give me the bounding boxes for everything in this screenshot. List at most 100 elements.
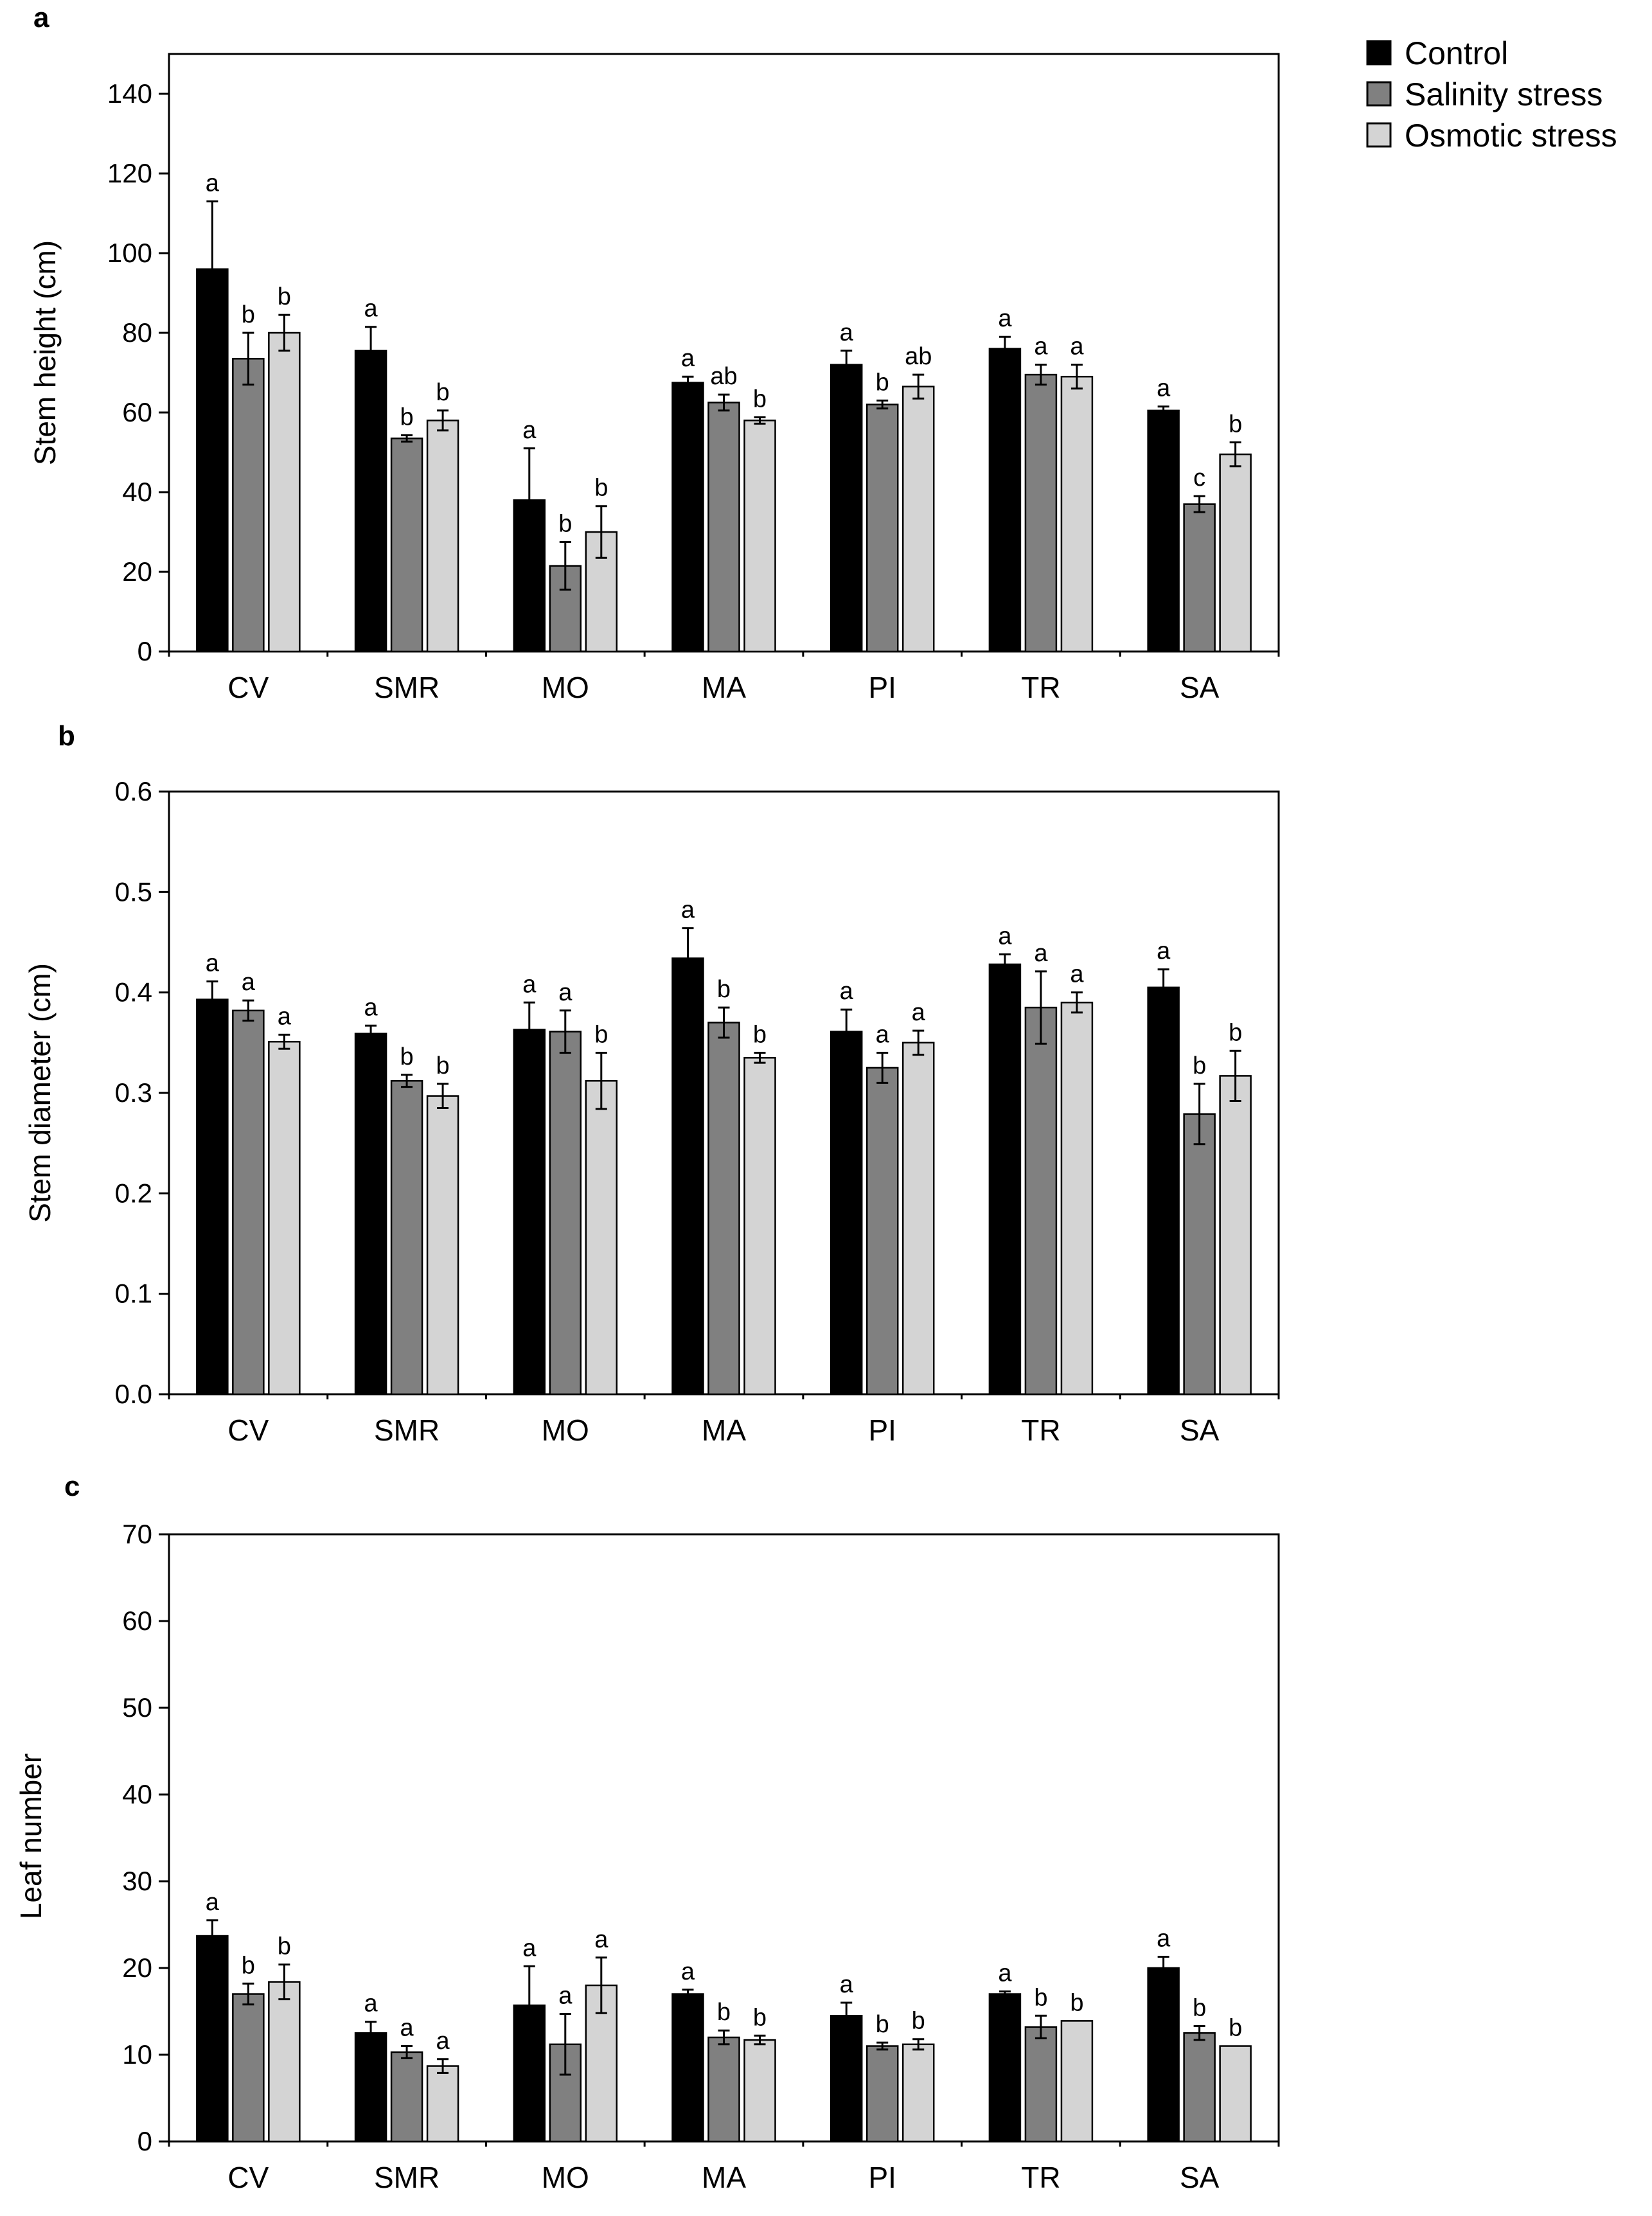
bar: [1024, 1006, 1058, 1396]
bar: [988, 348, 1022, 653]
category-label: TR: [1021, 1414, 1060, 1447]
y-tick-label: 0: [138, 636, 152, 666]
category-label: SA: [1180, 2161, 1220, 2194]
significance-letter: a: [840, 978, 854, 1005]
significance-letter: b: [1070, 1989, 1083, 2016]
significance-letter: a: [1157, 938, 1171, 965]
significance-letter: b: [1193, 1994, 1206, 2021]
bar: [1147, 409, 1180, 653]
bar: [549, 1031, 582, 1396]
bar: [1024, 2026, 1058, 2143]
significance-letter: b: [912, 2008, 925, 2035]
significance-letter: a: [400, 2015, 414, 2042]
bar: [707, 402, 740, 653]
y-tick-label: 0: [138, 2126, 152, 2156]
bar: [354, 2032, 387, 2143]
significance-letter: b: [753, 1021, 767, 1048]
bar: [743, 2039, 776, 2143]
y-tick-label: 140: [107, 78, 152, 109]
bar: [1183, 503, 1216, 653]
category-label: MA: [702, 1414, 746, 1447]
panel-letter-a: a: [33, 2, 49, 33]
significance-letter: a: [1070, 961, 1084, 988]
bar: [232, 1993, 265, 2143]
significance-letter: a: [436, 2028, 450, 2055]
significance-letter: b: [594, 475, 608, 502]
bar: [1183, 2032, 1216, 2143]
bar: [585, 1079, 618, 1396]
bar: [1060, 2020, 1094, 2143]
bar: [1060, 1002, 1094, 1396]
bar: [196, 998, 229, 1396]
y-tick-label: 0.1: [115, 1279, 152, 1309]
significance-letter: a: [206, 950, 220, 977]
y-tick-label: 0.5: [115, 876, 152, 907]
significance-letter: a: [1034, 940, 1048, 967]
significance-letter: b: [753, 2004, 767, 2031]
significance-letter: a: [558, 979, 573, 1006]
bar: [743, 1057, 776, 1396]
panel-letter-c: c: [64, 1471, 80, 1502]
y-tick-label: 50: [122, 1692, 152, 1723]
bar: [426, 1095, 459, 1396]
bar: [1060, 375, 1094, 653]
bar: [232, 1009, 265, 1396]
significance-letter: b: [1034, 1984, 1047, 2011]
significance-letter: a: [1157, 1925, 1171, 1952]
significance-letter: a: [840, 319, 854, 346]
significance-letter: a: [522, 417, 537, 444]
y-tick-label: 0.0: [115, 1379, 152, 1409]
bar: [426, 420, 459, 653]
significance-letter: b: [753, 386, 767, 412]
significance-letter: a: [1157, 375, 1171, 402]
y-axis-title-a: Stem height (cm): [28, 240, 62, 465]
y-axis-c: 0 10 20 30 40 50 60 70: [122, 1519, 169, 2156]
x-axis-a: CV SMR MO MA PI TR SA: [168, 652, 1280, 704]
y-tick-label: 0.4: [115, 977, 152, 1007]
significance-letter: a: [558, 1983, 573, 2010]
significance-letter: a: [998, 305, 1012, 332]
significance-letter: a: [1070, 333, 1084, 360]
category-label: PI: [868, 1414, 896, 1447]
y-tick-label: 80: [122, 317, 152, 348]
legend-label-salinity: Salinity stress: [1405, 76, 1603, 112]
significance-letter: ab: [905, 343, 932, 370]
bar: [1147, 986, 1180, 1396]
significance-letter: b: [1229, 411, 1242, 438]
legend-label-osmotic: Osmotic stress: [1405, 118, 1617, 154]
bar: [866, 2045, 899, 2143]
bar: [390, 2051, 423, 2143]
significance-letter: a: [912, 999, 926, 1026]
significance-letter: b: [1229, 1019, 1242, 1046]
category-label: TR: [1021, 2161, 1060, 2194]
category-label: MA: [702, 2161, 746, 2194]
significance-letter: b: [1229, 2015, 1242, 2042]
significance-letter: a: [998, 1960, 1012, 1987]
significance-letter: a: [681, 1958, 695, 1985]
bar: [901, 386, 935, 653]
bar: [196, 268, 229, 653]
bar: [268, 1981, 301, 2143]
significance-letter: b: [278, 1933, 291, 1960]
bar: [1219, 1075, 1252, 1396]
y-tick-label: 20: [122, 1953, 152, 1983]
legend-swatch-control: [1366, 40, 1392, 66]
significance-letter: b: [558, 511, 572, 538]
category-label: SMR: [374, 1414, 440, 1447]
bar: [707, 1022, 740, 1396]
bar: [866, 1067, 899, 1396]
significance-letter: b: [717, 976, 731, 1003]
category-label: MA: [702, 671, 746, 704]
legend-label-control: Control: [1405, 35, 1508, 71]
significance-letter: a: [364, 1990, 378, 2017]
bar: [901, 2043, 935, 2143]
y-tick-label: 120: [107, 158, 152, 188]
significance-letter: b: [594, 1021, 608, 1048]
bar: [1219, 2045, 1252, 2143]
category-label: SMR: [374, 671, 440, 704]
bar: [513, 1029, 546, 1396]
